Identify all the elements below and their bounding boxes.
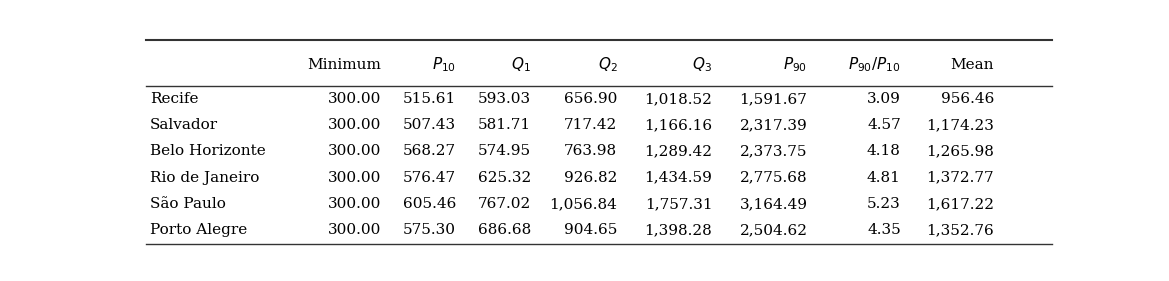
Text: 5.23: 5.23 xyxy=(867,197,901,211)
Text: 300.00: 300.00 xyxy=(327,223,381,237)
Text: 656.90: 656.90 xyxy=(563,92,617,106)
Text: 605.46: 605.46 xyxy=(402,197,456,211)
Text: 1,398.28: 1,398.28 xyxy=(644,223,712,237)
Text: 1,265.98: 1,265.98 xyxy=(926,144,994,158)
Text: 4.35: 4.35 xyxy=(867,223,901,237)
Text: 3,164.49: 3,164.49 xyxy=(740,197,808,211)
Text: 507.43: 507.43 xyxy=(403,118,456,132)
Text: 1,289.42: 1,289.42 xyxy=(644,144,712,158)
Text: 1,372.77: 1,372.77 xyxy=(927,171,994,185)
Text: 1,166.16: 1,166.16 xyxy=(644,118,712,132)
Text: Salvador: Salvador xyxy=(150,118,217,132)
Text: 300.00: 300.00 xyxy=(327,92,381,106)
Text: $Q_1$: $Q_1$ xyxy=(512,56,531,74)
Text: Recife: Recife xyxy=(150,92,199,106)
Text: 4.57: 4.57 xyxy=(867,118,901,132)
Text: 2,373.75: 2,373.75 xyxy=(740,144,808,158)
Text: 763.98: 763.98 xyxy=(565,144,617,158)
Text: 568.27: 568.27 xyxy=(403,144,456,158)
Text: 2,504.62: 2,504.62 xyxy=(740,223,808,237)
Text: 956.46: 956.46 xyxy=(941,92,994,106)
Text: 593.03: 593.03 xyxy=(478,92,531,106)
Text: 4.18: 4.18 xyxy=(867,144,901,158)
Text: 1,591.67: 1,591.67 xyxy=(740,92,808,106)
Text: 1,352.76: 1,352.76 xyxy=(926,223,994,237)
Text: $P_{10}$: $P_{10}$ xyxy=(431,56,456,74)
Text: 2,775.68: 2,775.68 xyxy=(740,171,808,185)
Text: 1,434.59: 1,434.59 xyxy=(644,171,712,185)
Text: 1,056.84: 1,056.84 xyxy=(549,197,617,211)
Text: 1,617.22: 1,617.22 xyxy=(926,197,994,211)
Text: Mean: Mean xyxy=(950,58,994,72)
Text: 576.47: 576.47 xyxy=(403,171,456,185)
Text: 300.00: 300.00 xyxy=(327,144,381,158)
Text: 574.95: 574.95 xyxy=(478,144,531,158)
Text: $Q_3$: $Q_3$ xyxy=(692,56,712,74)
Text: 4.81: 4.81 xyxy=(867,171,901,185)
Text: 300.00: 300.00 xyxy=(327,197,381,211)
Text: 686.68: 686.68 xyxy=(478,223,531,237)
Text: 575.30: 575.30 xyxy=(403,223,456,237)
Text: Porto Alegre: Porto Alegre xyxy=(150,223,247,237)
Text: $Q_2$: $Q_2$ xyxy=(597,56,617,74)
Text: 625.32: 625.32 xyxy=(478,171,531,185)
Text: 767.02: 767.02 xyxy=(478,197,531,211)
Text: 2,317.39: 2,317.39 xyxy=(740,118,808,132)
Text: São Paulo: São Paulo xyxy=(150,197,226,211)
Text: 1,174.23: 1,174.23 xyxy=(926,118,994,132)
Text: $P_{90}$: $P_{90}$ xyxy=(783,56,808,74)
Text: 515.61: 515.61 xyxy=(402,92,456,106)
Text: 3.09: 3.09 xyxy=(867,92,901,106)
Text: Rio de Janeiro: Rio de Janeiro xyxy=(150,171,260,185)
Text: 581.71: 581.71 xyxy=(478,118,531,132)
Text: Minimum: Minimum xyxy=(307,58,381,72)
Text: 300.00: 300.00 xyxy=(327,171,381,185)
Text: 717.42: 717.42 xyxy=(563,118,617,132)
Text: 1,018.52: 1,018.52 xyxy=(644,92,712,106)
Text: 904.65: 904.65 xyxy=(563,223,617,237)
Text: 300.00: 300.00 xyxy=(327,118,381,132)
Text: 1,757.31: 1,757.31 xyxy=(645,197,712,211)
Text: $P_{90}/P_{10}$: $P_{90}/P_{10}$ xyxy=(849,56,901,74)
Text: Belo Horizonte: Belo Horizonte xyxy=(150,144,265,158)
Text: 926.82: 926.82 xyxy=(563,171,617,185)
